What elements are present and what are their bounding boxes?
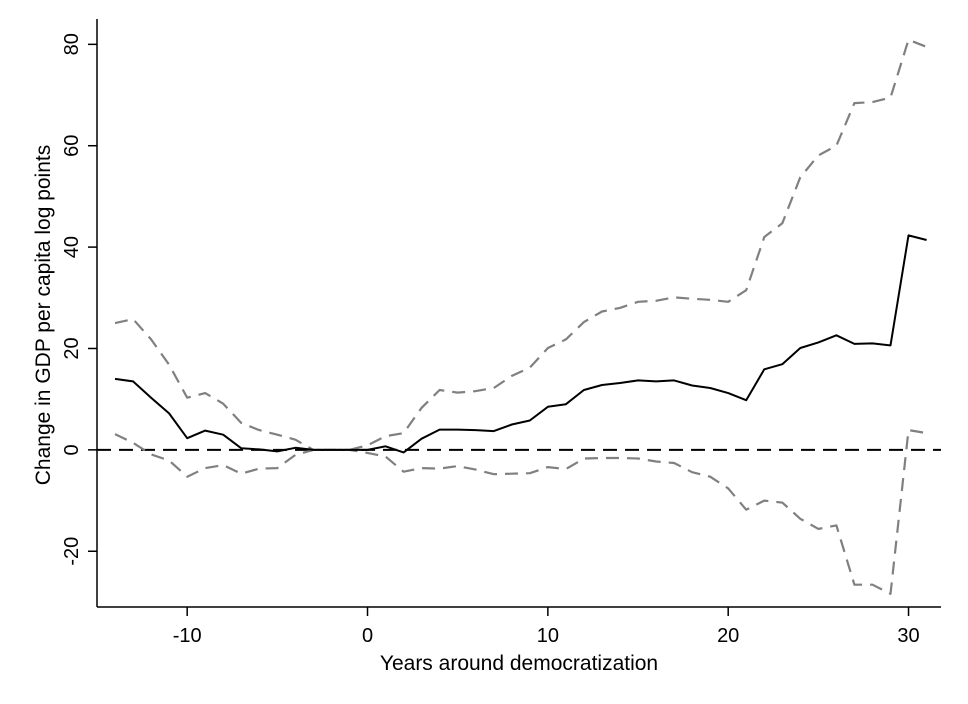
y-tick-label: -20 — [61, 537, 83, 566]
x-tick-label: 10 — [537, 625, 559, 647]
estimate-line — [114, 234, 927, 454]
x-tick-label: 0 — [362, 625, 373, 647]
x-tick-label: -10 — [173, 625, 202, 647]
series-layer — [97, 38, 941, 595]
x-axis-title: Years around democratization — [380, 652, 658, 675]
axes-layer — [88, 19, 941, 616]
upper-bound-line — [114, 38, 928, 451]
x-tick-label: 30 — [897, 625, 919, 647]
y-tick-label: 0 — [61, 444, 83, 455]
y-axis-title: Change in GDP per capita log points — [32, 145, 55, 486]
y-tick-label: 80 — [61, 33, 83, 55]
lower-bound-line — [114, 429, 927, 595]
x-tick-label: 20 — [717, 625, 739, 647]
y-tick-label: 60 — [61, 135, 83, 157]
labels-layer: -10 0 10 20 30 -20 0 20 40 60 80 — [61, 33, 920, 647]
y-tick-label: 20 — [61, 337, 83, 359]
y-tick-label: 40 — [61, 236, 83, 258]
